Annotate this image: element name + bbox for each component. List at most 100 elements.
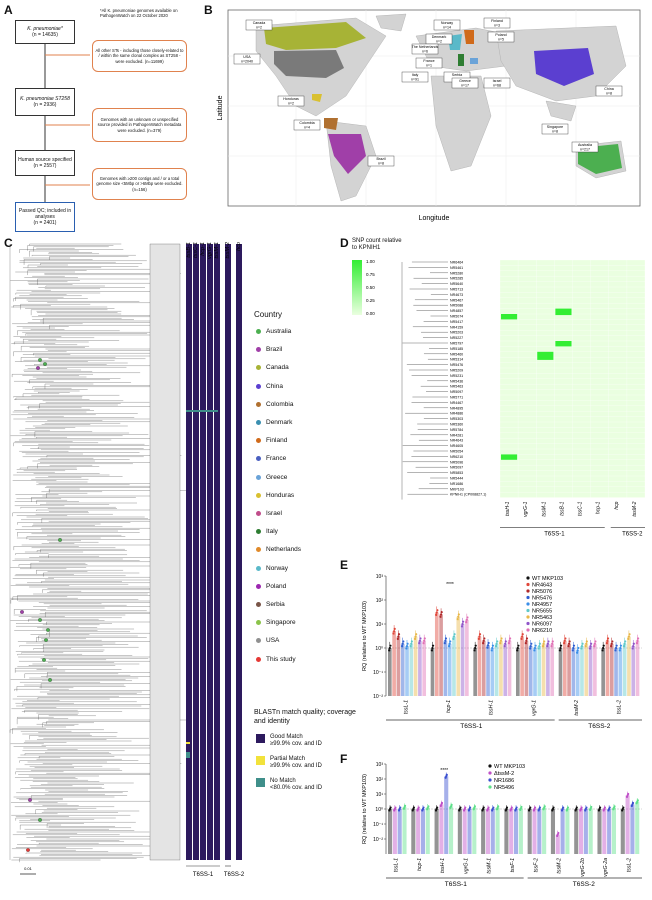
x-tick-label: tssL-2 [626, 858, 632, 872]
isolate-label: NR4886 [450, 412, 463, 416]
gene-label-hcp: hcp [236, 242, 242, 251]
data-point [439, 613, 443, 616]
isolate-label: NR5461 [450, 266, 463, 270]
data-point [397, 633, 401, 636]
data-point [473, 805, 476, 808]
legend-label: NR5076 [532, 589, 552, 595]
group-label: T6SS-1 [460, 723, 482, 730]
isolate-label: NR5185 [450, 347, 463, 351]
isolate-label: NR5088 [450, 304, 463, 308]
snp-cell [555, 308, 572, 316]
bar [607, 809, 612, 854]
isolate-label: NR5444 [450, 477, 463, 481]
data-point [529, 644, 532, 648]
data-point [497, 805, 500, 808]
data-point [635, 642, 639, 645]
isolate-label: NR5231 [450, 374, 463, 378]
bar [494, 643, 499, 696]
data-point [422, 806, 425, 809]
svg-text:n=8: n=8 [378, 162, 384, 166]
gene-label-tssC-1: tssC-1 [193, 242, 199, 258]
snp-gene-label: tssC-1 [578, 501, 584, 516]
bar [560, 809, 565, 854]
panel-a-label: A [4, 3, 13, 17]
tree-tip-dot [36, 366, 40, 370]
legend-label: Norway [266, 564, 289, 572]
data-point [613, 805, 616, 808]
bar [527, 809, 532, 854]
legend-dot [256, 583, 261, 589]
data-point [452, 637, 455, 640]
bar [546, 643, 550, 696]
bar [580, 646, 584, 696]
legend-dot [256, 492, 261, 498]
data-point [566, 806, 570, 809]
isolate-label: KPNIH1 (CP008827.1) [450, 493, 486, 497]
data-point [487, 641, 490, 645]
bar [485, 809, 491, 854]
legend-dot [526, 595, 530, 600]
data-point [585, 806, 588, 809]
data-point [585, 640, 588, 643]
flow-box-all: K. pneumoniae* (n = 14635) [15, 20, 75, 44]
data-point [460, 625, 464, 628]
legend-label: NR4643 [532, 582, 552, 588]
snp-scale-tick: 0.00 [366, 311, 375, 316]
flow-box-final: Passed QC; included in analyses (n = 2401… [15, 202, 75, 232]
country-legend-item: Greece [256, 474, 287, 481]
x-tick-label: tssL-2 [617, 700, 623, 714]
bar [418, 640, 422, 696]
data-point [520, 805, 523, 809]
bar [542, 807, 547, 854]
svg-text:Poland: Poland [495, 33, 506, 37]
data-point [486, 644, 490, 647]
svg-text:n=1: n=1 [426, 64, 432, 68]
data-point [410, 642, 413, 645]
isolate-label: NR1686 [450, 482, 463, 486]
legend-dot [256, 401, 261, 407]
flow-exclusion-source: Genomes with an unknown or unspecified s… [92, 108, 187, 142]
tree-tip-dot [58, 538, 62, 542]
data-point [496, 640, 499, 643]
isolate-label: NR5784 [450, 428, 463, 432]
legend-label: Israel [266, 510, 282, 517]
isolate-label: NR5476 [450, 363, 463, 367]
data-point [410, 640, 413, 643]
bar [472, 807, 477, 854]
gene-label-vgrG-1: vgrG-1 [207, 242, 213, 259]
legend-label: Honduras [266, 491, 295, 499]
heat-column-vgrG-1 [207, 244, 213, 860]
data-point [508, 639, 511, 642]
flowchart-arrows [44, 42, 90, 205]
svg-text:n=217: n=217 [580, 148, 590, 152]
bar [430, 648, 435, 696]
data-point [525, 637, 529, 640]
data-point [594, 640, 597, 643]
flow-exclusion-qc: Genomes with ≥200 contigs and / or a tot… [92, 168, 187, 200]
data-point [637, 637, 640, 640]
bar [416, 809, 421, 854]
data-point [491, 646, 494, 650]
bar [405, 646, 409, 696]
bar [439, 614, 443, 696]
isolate-label: NR5436 [450, 379, 463, 383]
svg-text:Denmark: Denmark [432, 35, 447, 39]
data-point [598, 806, 602, 809]
svg-text:Finland: Finland [491, 19, 503, 23]
x-tick-label: vgrG-1 [531, 700, 537, 716]
y-tick-label: 10⁻¹ [373, 670, 383, 676]
bar [392, 809, 397, 854]
legend-label: Good Match ≥99.9% cov. and ID [270, 734, 322, 747]
data-point [516, 646, 519, 650]
bar [574, 809, 579, 854]
legend-label: Australia [266, 328, 292, 335]
legend-dot [256, 638, 261, 644]
isolate-label: MKP103 [450, 487, 464, 491]
svg-text:China: China [604, 87, 613, 91]
country-legend-item: Italy [256, 528, 278, 535]
heat-column-tssM-1 [214, 244, 220, 860]
data-point [517, 644, 520, 647]
